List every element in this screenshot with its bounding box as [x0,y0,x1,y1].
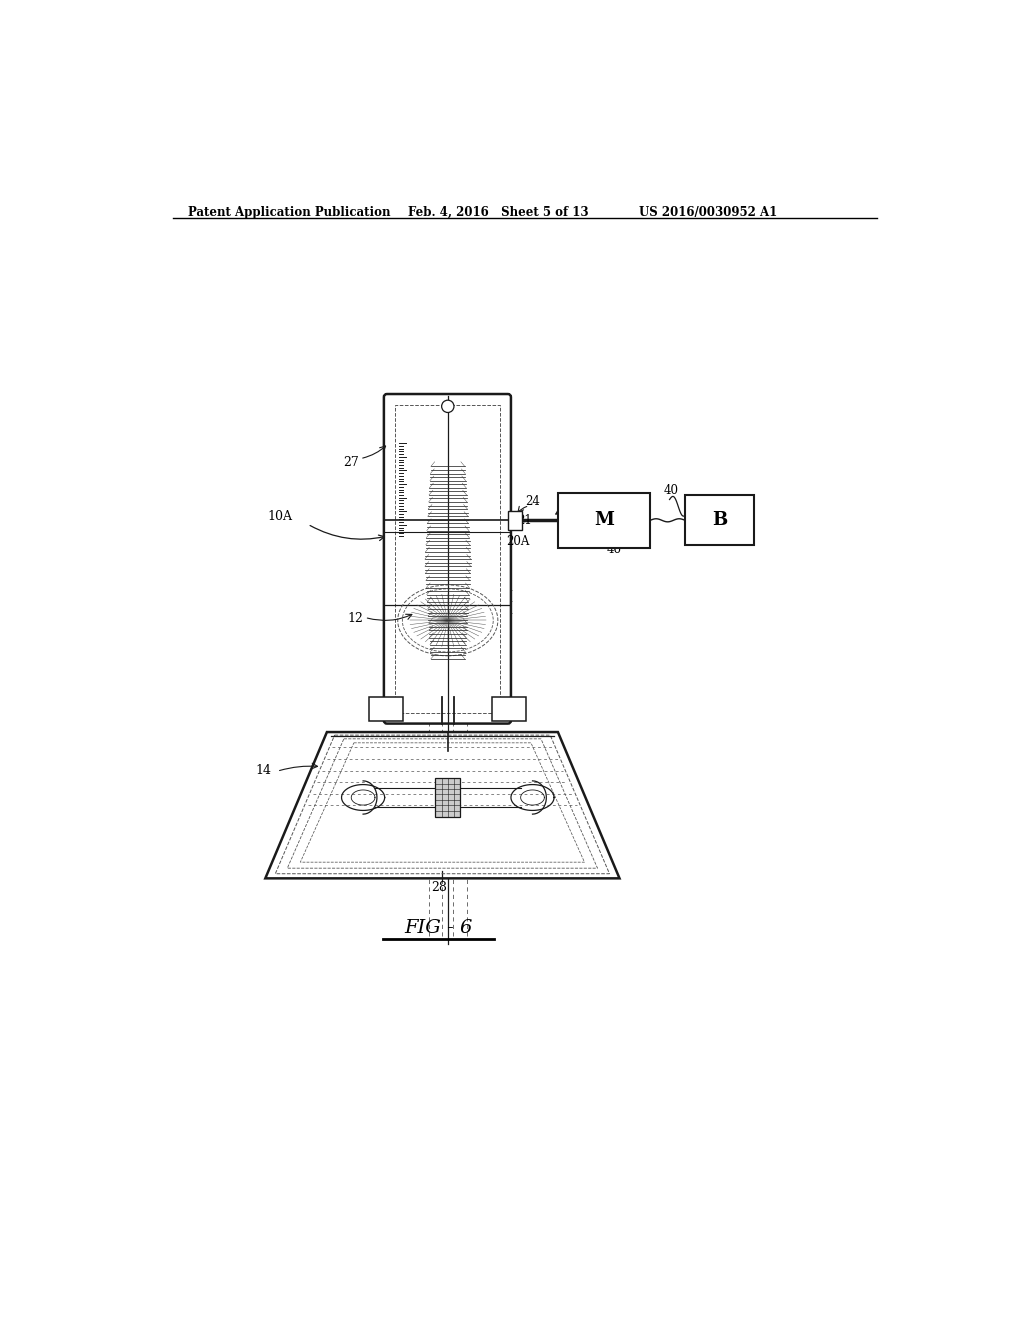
Text: 24: 24 [524,495,540,508]
Text: Feb. 4, 2016   Sheet 5 of 13: Feb. 4, 2016 Sheet 5 of 13 [408,206,589,219]
Text: 44: 44 [707,503,722,516]
Text: 10A: 10A [267,511,293,523]
Polygon shape [493,697,526,721]
Text: FIG - 6: FIG - 6 [404,920,473,937]
Polygon shape [685,495,755,545]
Polygon shape [558,492,650,548]
Text: 40: 40 [664,484,679,498]
Polygon shape [508,511,521,529]
Text: 27: 27 [343,457,358,470]
Text: Patent Application Publication: Patent Application Publication [188,206,391,219]
Polygon shape [370,697,403,721]
Text: 14: 14 [255,764,271,777]
Circle shape [441,400,454,413]
Polygon shape [265,733,620,878]
Text: 28: 28 [431,882,446,895]
Text: 46: 46 [606,543,622,556]
Text: M: M [594,511,614,529]
Text: 21: 21 [517,515,531,527]
Text: B: B [712,511,727,529]
Polygon shape [435,779,460,817]
Text: 20A: 20A [506,535,529,548]
Text: US 2016/0030952 A1: US 2016/0030952 A1 [639,206,777,219]
FancyBboxPatch shape [384,395,511,723]
Text: 12: 12 [348,612,364,624]
Text: 42: 42 [564,499,579,512]
